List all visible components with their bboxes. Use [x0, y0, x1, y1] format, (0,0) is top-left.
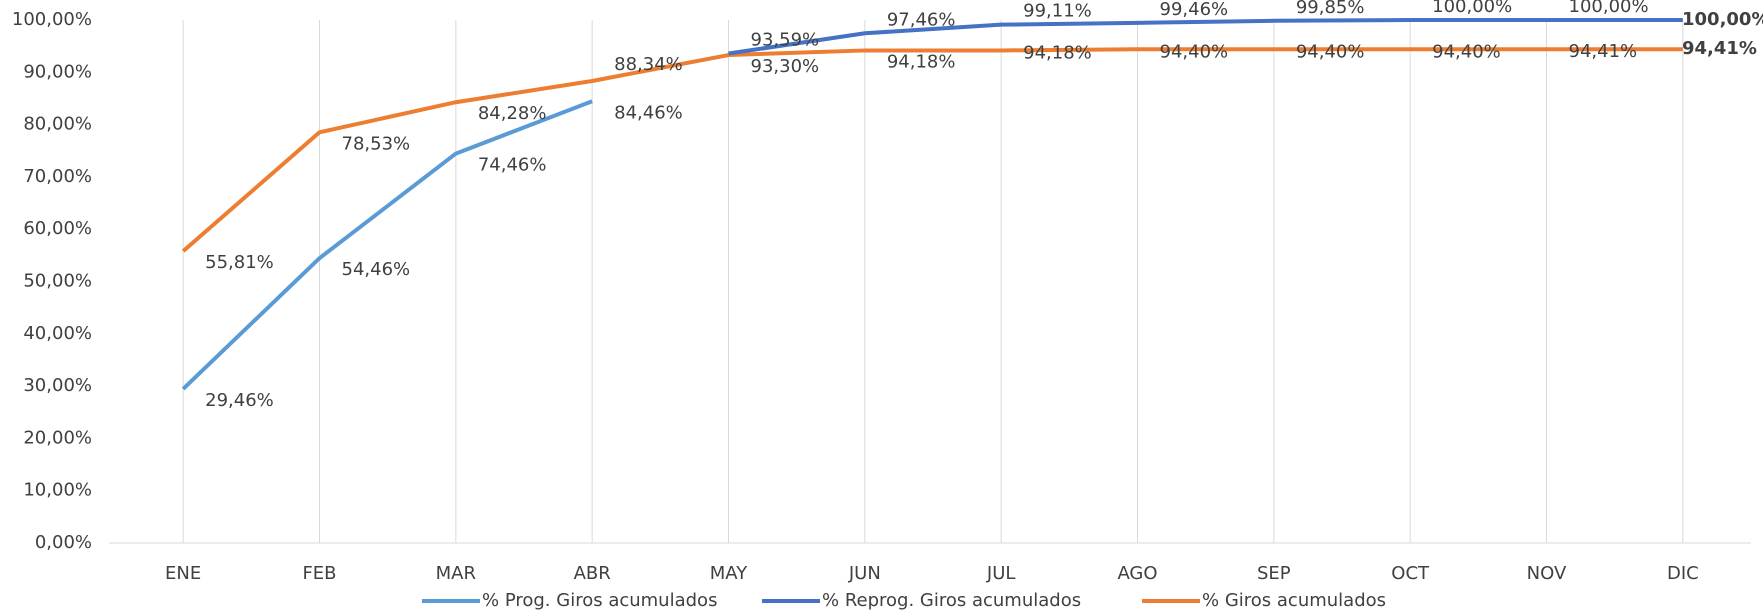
y-tick-label: 100,00% [12, 9, 92, 30]
data-label: 94,18% [1023, 42, 1092, 63]
x-tick-label: MAY [710, 563, 748, 584]
y-tick-label: 90,00% [23, 61, 92, 82]
data-label: 55,81% [205, 252, 274, 273]
data-label: 94,40% [1432, 41, 1501, 62]
x-tick-label: NOV [1527, 563, 1567, 584]
data-label: 84,28% [478, 103, 547, 124]
data-label: 99,46% [1160, 0, 1229, 20]
data-label: 84,46% [614, 102, 683, 123]
y-tick-label: 60,00% [23, 218, 92, 239]
x-tick-label: ABR [574, 563, 611, 584]
y-tick-label: 20,00% [23, 427, 92, 448]
data-label: 78,53% [342, 133, 411, 154]
data-label: 94,18% [887, 51, 956, 72]
data-label: 29,46% [205, 390, 274, 411]
y-tick-label: 70,00% [23, 166, 92, 187]
x-tick-label: MAR [436, 563, 476, 584]
x-tick-label: JUL [986, 563, 1016, 584]
data-label: 100,00% [1432, 0, 1512, 17]
data-label: 94,40% [1296, 41, 1365, 62]
y-tick-label: 10,00% [23, 480, 92, 501]
legend-label: % Giros acumulados [1202, 590, 1386, 611]
data-label: 94,40% [1160, 41, 1229, 62]
legend-label: % Prog. Giros acumulados [482, 590, 717, 611]
data-label: 99,11% [1023, 1, 1092, 22]
data-label: 97,46% [887, 9, 956, 30]
data-label: 94,41% [1682, 38, 1757, 59]
chart: ENE FEB MAR ABR MAY JUN JUL AGO SEP OCT NOV DIC 0,00… [0, 0, 1763, 613]
x-tick-label: SEP [1257, 563, 1291, 584]
data-label: 54,46% [342, 259, 411, 280]
data-label: 100,00% [1569, 0, 1649, 17]
x-tick-label: DIC [1667, 563, 1699, 584]
y-tick-label: 40,00% [23, 323, 92, 344]
x-tick-label: OCT [1391, 563, 1430, 584]
y-tick-label: 30,00% [23, 375, 92, 396]
x-tick-label: FEB [302, 563, 336, 584]
data-label: 88,34% [614, 54, 683, 75]
data-label: 100,00% [1682, 9, 1763, 30]
data-label: 93,59% [751, 30, 820, 51]
x-tick-label: AGO [1117, 563, 1157, 584]
y-tick-label: 50,00% [23, 271, 92, 292]
x-tick-label: ENE [165, 563, 201, 584]
legend-label: % Reprog. Giros acumulados [822, 590, 1081, 611]
data-label: 74,46% [478, 155, 547, 176]
data-label: 93,30% [751, 56, 820, 77]
y-tick-label: 0,00% [35, 532, 92, 553]
y-tick-label: 80,00% [23, 114, 92, 135]
data-label: 99,85% [1296, 0, 1365, 18]
data-label: 94,41% [1569, 41, 1638, 62]
x-tick-label: JUN [848, 563, 881, 584]
